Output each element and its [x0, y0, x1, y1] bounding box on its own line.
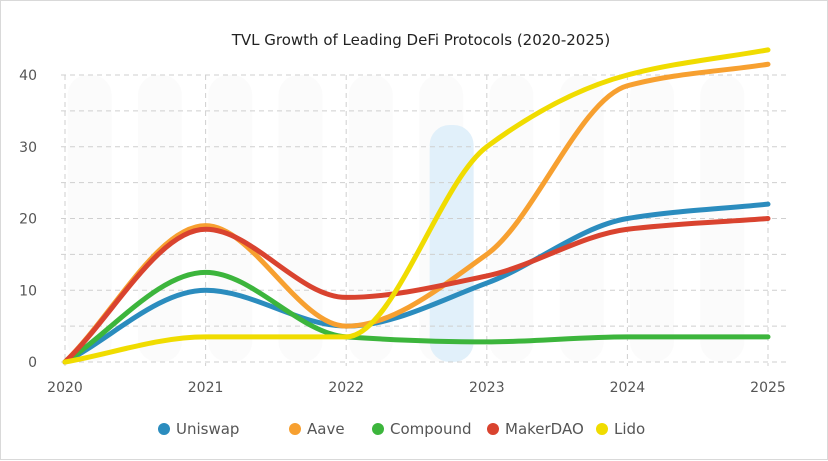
legend-marker-icon [487, 423, 499, 435]
legend-item-compound[interactable]: Compound [372, 420, 472, 438]
chart-title: TVL Growth of Leading DeFi Protocols (20… [231, 31, 611, 49]
x-tick-label: 2023 [469, 380, 505, 396]
legend-item-aave[interactable]: Aave [289, 420, 345, 438]
series-line-uniswap [62, 201, 771, 365]
legend-item-lido[interactable]: Lido [596, 420, 645, 438]
x-axis-ticks: 2020 2021 2022 2023 2024 2025 [47, 380, 786, 396]
legend-label: Compound [390, 420, 472, 438]
legend-marker-icon [289, 423, 301, 435]
x-tick-label: 2024 [610, 380, 646, 396]
legend-marker-icon [158, 423, 170, 435]
legend-item-makerdao[interactable]: MakerDAO [487, 420, 584, 438]
legend-label: Uniswap [176, 420, 239, 438]
x-tick-label: 2025 [750, 380, 786, 396]
legend-marker-icon [596, 423, 608, 435]
y-tick-label: 30 [19, 140, 37, 156]
legend-label: MakerDAO [505, 420, 584, 438]
x-tick-label: 2022 [328, 380, 364, 396]
legend-label: Lido [614, 420, 645, 438]
x-tick-label: 2020 [47, 380, 83, 396]
series-line-lido [62, 47, 771, 365]
y-tick-label: 10 [19, 283, 37, 299]
y-tick-label: 20 [19, 212, 37, 228]
legend: Uniswap Aave Compound MakerDAO Lido [158, 420, 645, 438]
series-lines [62, 47, 771, 365]
series-line-compound [62, 269, 771, 365]
legend-marker-icon [372, 423, 384, 435]
y-axis-ticks: 0 10 20 30 40 [19, 68, 37, 371]
y-tick-label: 0 [28, 355, 37, 371]
y-tick-label: 40 [19, 68, 37, 84]
series-line-aave [62, 61, 771, 365]
legend-item-uniswap[interactable]: Uniswap [158, 420, 239, 438]
legend-label: Aave [307, 420, 345, 438]
x-tick-label: 2021 [188, 380, 224, 396]
